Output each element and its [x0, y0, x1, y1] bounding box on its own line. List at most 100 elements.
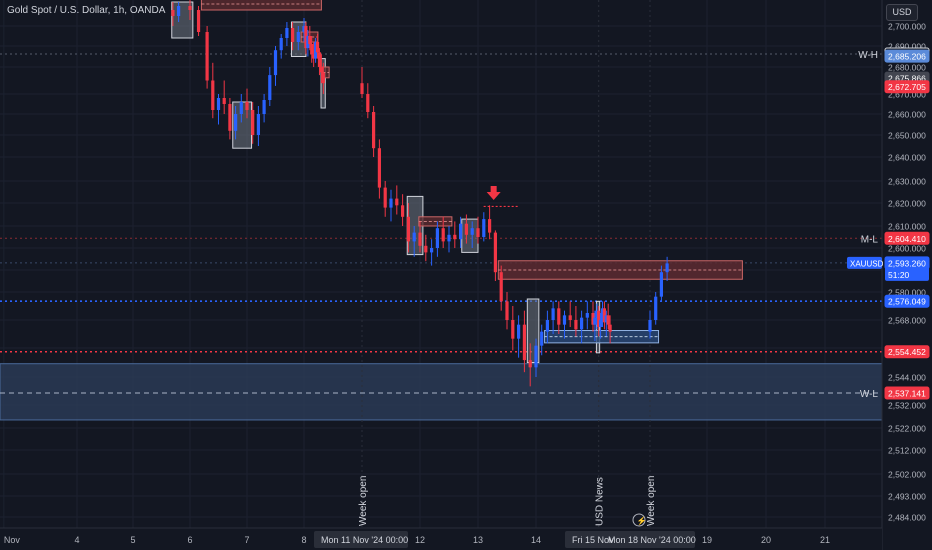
- lightning-glyph: ⚡: [637, 516, 647, 526]
- candle-body: [534, 345, 538, 368]
- candle-body: [604, 315, 608, 323]
- candle-body: [453, 234, 457, 240]
- key-level-label: M-L: [861, 234, 879, 245]
- candle-body: [377, 148, 381, 188]
- price-tick-label: 2,532.000: [888, 401, 926, 411]
- time-tick-label: 13: [473, 535, 483, 545]
- candle-body: [517, 324, 521, 339]
- candle-body: [562, 315, 567, 325]
- candle-body: [372, 112, 376, 149]
- price-tick-label: 2,690.000: [888, 42, 926, 52]
- event-marker-label: USD News: [595, 477, 606, 526]
- candle-body: [593, 317, 597, 325]
- chart-title: Gold Spot / U.S. Dollar, 1h, OANDA: [7, 5, 166, 16]
- candle-body: [505, 301, 509, 320]
- price-tick-label: 2,630.000: [888, 177, 926, 187]
- candle-body: [171, 10, 175, 16]
- price-tick-label: 2,600.000: [888, 244, 926, 254]
- price-badge-label: 2,675.866: [888, 74, 926, 84]
- candle-body: [659, 272, 663, 297]
- time-tick-label: 12: [415, 535, 425, 545]
- candle-body: [308, 36, 312, 44]
- candle-body: [317, 52, 322, 67]
- price-tick-label: 2,650.000: [888, 131, 926, 141]
- lightning-icon[interactable]: [632, 513, 646, 527]
- time-tick-label: Nov: [4, 535, 21, 545]
- candle-body: [216, 98, 221, 110]
- candle-body: [595, 310, 599, 318]
- time-tick-label: 8: [301, 535, 306, 545]
- candle-body: [585, 313, 589, 318]
- countdown-label: 51:20: [888, 270, 910, 280]
- candle-body: [319, 67, 323, 73]
- candle-body: [665, 263, 669, 273]
- current-price-badge: [885, 256, 929, 281]
- candle-body: [568, 315, 572, 320]
- candle-body: [522, 324, 526, 361]
- key-level-label: W-H: [858, 50, 878, 61]
- candle-body: [177, 6, 181, 16]
- candle-body: [234, 114, 238, 131]
- candle-body: [545, 320, 549, 332]
- range-box: [461, 218, 479, 253]
- price-badge: [884, 231, 930, 245]
- key-level-label: W-L: [860, 389, 879, 400]
- candle-body: [389, 198, 393, 208]
- candle-body: [488, 219, 492, 233]
- time-highlight-label: Mon 11 Nov '24 00:00: [321, 535, 408, 545]
- price-tick-label: 2,640.000: [888, 153, 926, 163]
- price-badge: [884, 294, 930, 308]
- candle-body: [205, 32, 209, 81]
- candle-body: [306, 36, 310, 49]
- event-marker-label: Week open: [358, 476, 369, 526]
- candle-body: [435, 228, 439, 248]
- price-tick-label: 2,502.000: [888, 470, 926, 480]
- candle-body: [528, 360, 532, 368]
- candle-body: [239, 102, 243, 114]
- time-tick-label: 20: [761, 535, 771, 545]
- price-tick-label: 2,670.000: [888, 90, 926, 100]
- candle-body: [360, 83, 364, 94]
- candle-body: [296, 32, 300, 42]
- time-highlight: [565, 531, 695, 548]
- price-tick-label: 2,484.000: [888, 513, 926, 523]
- candle-body: [464, 223, 468, 235]
- candle-body: [482, 219, 486, 237]
- price-tick-label: 2,680.000: [888, 63, 926, 73]
- price-badge: [884, 386, 930, 400]
- supply-zone-small: [200, 0, 322, 11]
- candle-body: [606, 315, 610, 325]
- price-tick-label: 2,512.000: [888, 446, 926, 456]
- candle-body: [383, 187, 387, 208]
- candle-body: [580, 317, 584, 330]
- currency-button[interactable]: USD: [886, 4, 918, 21]
- candle-body: [430, 248, 434, 253]
- candle-body: [597, 310, 601, 327]
- price-badge-label: 2,554.452: [888, 347, 926, 357]
- candle-body: [493, 232, 497, 273]
- candle-body: [654, 296, 658, 320]
- price-tick-label: 2,700.000: [888, 22, 926, 32]
- time-tick-label: 5: [130, 535, 135, 545]
- candle-body: [228, 104, 232, 131]
- candle-body: [441, 228, 445, 242]
- time-tick-label: 6: [187, 535, 192, 545]
- time-highlight-label: Mon 18 Nov '24 00:00: [608, 535, 696, 545]
- price-badge-label: 2,576.049: [888, 297, 926, 307]
- candle-body: [406, 216, 410, 242]
- candle-body: [648, 320, 652, 332]
- event-marker-label: Week open: [646, 476, 657, 526]
- price-tick-label: 2,620.000: [888, 199, 926, 209]
- candle-body: [304, 26, 308, 49]
- candle-body: [499, 272, 503, 302]
- candle-body: [273, 50, 278, 76]
- candle-body: [591, 313, 595, 325]
- candle-body: [574, 320, 578, 330]
- candle-body: [511, 320, 515, 339]
- candle-body: [314, 42, 318, 59]
- time-tick-label: 21: [820, 535, 830, 545]
- price-badge-label: 2,537.141: [888, 389, 926, 399]
- time-tick-label: 4: [74, 535, 79, 545]
